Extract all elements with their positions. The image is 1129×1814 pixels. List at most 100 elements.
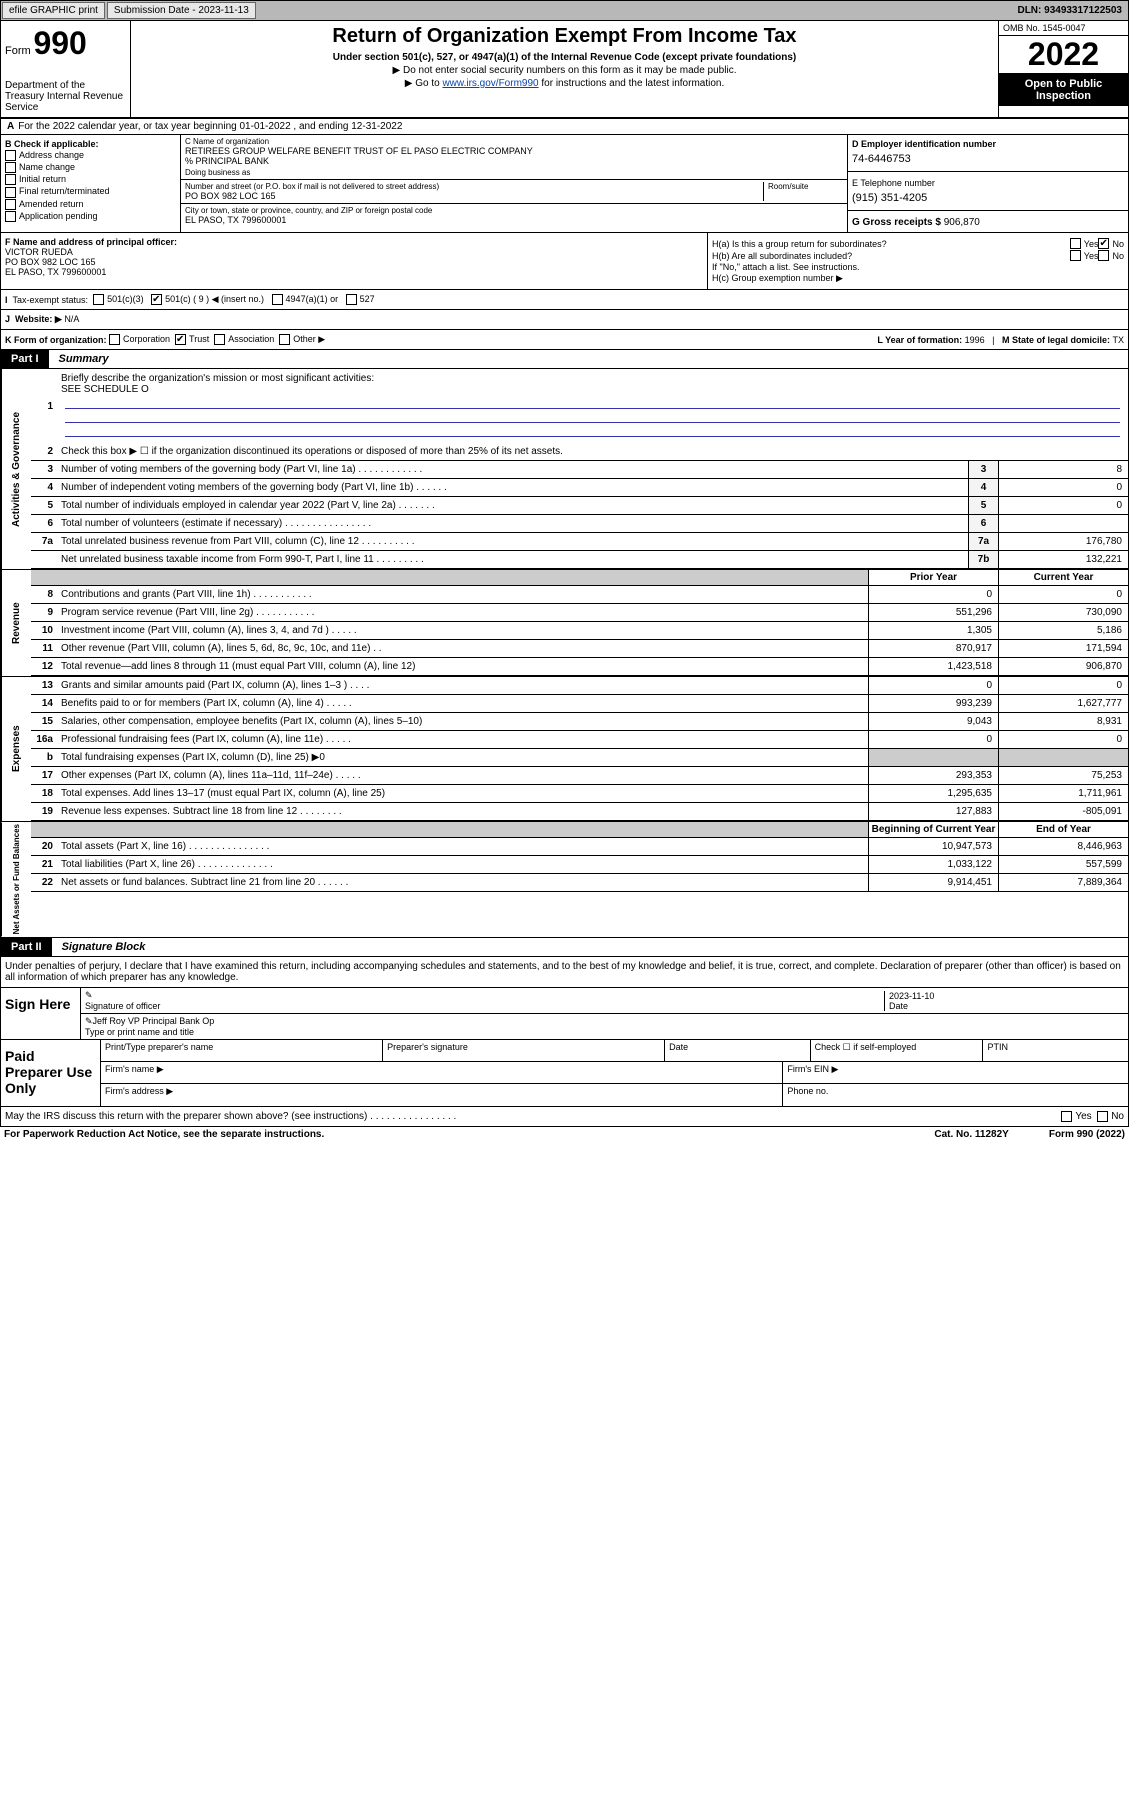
dln-label: DLN: 93493317122503 bbox=[1011, 3, 1128, 18]
signer-name-label: Type or print name and title bbox=[85, 1027, 194, 1037]
part-2-header: Part II Signature Block bbox=[0, 938, 1129, 957]
summary-line: 4Number of independent voting members of… bbox=[31, 479, 1128, 497]
street-label: Number and street (or P.O. box if mail i… bbox=[185, 182, 763, 191]
self-employed-header: Check ☐ if self-employed bbox=[811, 1040, 984, 1061]
subtitle-1: Under section 501(c), 527, or 4947(a)(1)… bbox=[135, 52, 994, 63]
hc-label: H(c) Group exemption number ▶ bbox=[712, 273, 1124, 284]
summary-line: 3Number of voting members of the governi… bbox=[31, 461, 1128, 479]
year-formation: 1996 bbox=[965, 335, 985, 345]
col-d-ein: D Employer identification number 74-6446… bbox=[848, 135, 1128, 232]
subtitle-2: ▶ Do not enter social security numbers o… bbox=[135, 65, 994, 76]
paperwork-footer: For Paperwork Reduction Act Notice, see … bbox=[0, 1127, 1129, 1142]
expenses-label: Expenses bbox=[1, 677, 31, 821]
b-option[interactable]: Final return/terminated bbox=[5, 186, 176, 197]
summary-line: 9Program service revenue (Part VIII, lin… bbox=[31, 604, 1128, 622]
end-year-header: End of Year bbox=[998, 822, 1128, 837]
hb-no-label: No bbox=[1112, 251, 1124, 261]
k-label: K Form of organization: bbox=[5, 335, 107, 345]
expenses-section: Expenses 13Grants and similar amounts pa… bbox=[0, 677, 1129, 822]
irs-discuss-row: May the IRS discuss this return with the… bbox=[0, 1107, 1129, 1127]
b-option[interactable]: Address change bbox=[5, 150, 176, 161]
preparer-name-header: Print/Type preparer's name bbox=[101, 1040, 383, 1061]
form-number: 990 bbox=[33, 25, 86, 61]
firm-ein-label: Firm's EIN ▶ bbox=[783, 1062, 1128, 1083]
line-1-num: 1 bbox=[31, 401, 57, 412]
summary-line: 7aTotal unrelated business revenue from … bbox=[31, 533, 1128, 551]
paperwork-notice: For Paperwork Reduction Act Notice, see … bbox=[4, 1129, 324, 1140]
part-1-title: Summary bbox=[49, 350, 119, 368]
submission-date-button[interactable]: Submission Date - 2023-11-13 bbox=[107, 2, 256, 19]
irs-discuss-question: May the IRS discuss this return with the… bbox=[5, 1111, 456, 1122]
row-fh: F Name and address of principal officer:… bbox=[0, 233, 1129, 290]
tax-status-option[interactable]: 501(c)(3) bbox=[93, 294, 151, 304]
hb-note: If "No," attach a list. See instructions… bbox=[712, 262, 1124, 272]
firm-phone-label: Phone no. bbox=[783, 1084, 1128, 1106]
officer-street: PO BOX 982 LOC 165 bbox=[5, 257, 703, 267]
discuss-no-checkbox[interactable] bbox=[1097, 1111, 1108, 1122]
paid-preparer-label: Paid Preparer Use Only bbox=[1, 1040, 101, 1106]
room-label: Room/suite bbox=[763, 182, 843, 201]
efile-button[interactable]: efile GRAPHIC print bbox=[2, 2, 105, 19]
form-org-option[interactable]: Trust bbox=[175, 334, 214, 344]
col-h-group: H(a) Is this a group return for subordin… bbox=[708, 233, 1128, 289]
dba-label: Doing business as bbox=[185, 168, 843, 177]
state-domicile: TX bbox=[1112, 335, 1124, 345]
governance-label: Activities & Governance bbox=[1, 369, 31, 569]
summary-line: 19Revenue less expenses. Subtract line 1… bbox=[31, 803, 1128, 821]
summary-line: 12Total revenue—add lines 8 through 11 (… bbox=[31, 658, 1128, 676]
sig-date-value: 2023-11-10 bbox=[889, 991, 934, 1001]
city-label: City or town, state or province, country… bbox=[185, 206, 843, 215]
signer-name: Jeff Roy VP Principal Bank Op bbox=[93, 1016, 215, 1026]
ha-yes-checkbox[interactable] bbox=[1070, 238, 1081, 249]
discuss-yes-checkbox[interactable] bbox=[1061, 1111, 1072, 1122]
governance-section: Activities & Governance 1 Briefly descri… bbox=[0, 369, 1129, 570]
section-a: AFor the 2022 calendar year, or tax year… bbox=[0, 118, 1129, 135]
omb-number: OMB No. 1545-0047 bbox=[999, 21, 1128, 36]
form-org-option[interactable]: Association bbox=[214, 334, 279, 344]
summary-line: 14Benefits paid to or for members (Part … bbox=[31, 695, 1128, 713]
b-option[interactable]: Initial return bbox=[5, 174, 176, 185]
begin-year-header: Beginning of Current Year bbox=[868, 822, 998, 837]
hb-no-checkbox[interactable] bbox=[1098, 250, 1109, 261]
form-org-option[interactable]: Corporation bbox=[109, 334, 175, 344]
summary-line: 20Total assets (Part X, line 16) . . . .… bbox=[31, 838, 1128, 856]
officer-city: EL PASO, TX 799600001 bbox=[5, 267, 703, 277]
current-year-header: Current Year bbox=[998, 570, 1128, 585]
summary-line: Net unrelated business taxable income fr… bbox=[31, 551, 1128, 569]
phone-value: (915) 351-4205 bbox=[852, 192, 1124, 204]
revenue-label: Revenue bbox=[1, 570, 31, 676]
b-option[interactable]: Application pending bbox=[5, 211, 176, 222]
cat-number: Cat. No. 11282Y bbox=[934, 1129, 1008, 1140]
subtitle-3: ▶ Go to www.irs.gov/Form990 for instruct… bbox=[135, 78, 994, 89]
f-label: F Name and address of principal officer: bbox=[5, 237, 177, 247]
ha-question: H(a) Is this a group return for subordin… bbox=[712, 239, 1070, 249]
discuss-yes-label: Yes bbox=[1075, 1111, 1091, 1122]
summary-line: 18Total expenses. Add lines 13–17 (must … bbox=[31, 785, 1128, 803]
col-c-org: C Name of organization RETIREES GROUP WE… bbox=[181, 135, 848, 232]
hb-yes-checkbox[interactable] bbox=[1070, 250, 1081, 261]
c-name-label: C Name of organization bbox=[185, 137, 843, 146]
summary-line: 10Investment income (Part VIII, column (… bbox=[31, 622, 1128, 640]
l-label: L Year of formation: bbox=[877, 335, 964, 345]
signature-block: Under penalties of perjury, I declare th… bbox=[0, 957, 1129, 1107]
tax-status-option[interactable]: 527 bbox=[346, 294, 383, 304]
summary-line: 6Total number of volunteers (estimate if… bbox=[31, 515, 1128, 533]
b-option[interactable]: Name change bbox=[5, 162, 176, 173]
b-option[interactable]: Amended return bbox=[5, 199, 176, 210]
ha-no-checkbox[interactable] bbox=[1098, 238, 1109, 249]
tax-status-option[interactable]: 501(c) ( 9 ) ◀ (insert no.) bbox=[151, 294, 271, 304]
summary-line: 8Contributions and grants (Part VIII, li… bbox=[31, 586, 1128, 604]
prior-year-header: Prior Year bbox=[868, 570, 998, 585]
col-f-officer: F Name and address of principal officer:… bbox=[1, 233, 708, 289]
summary-line: 16aProfessional fundraising fees (Part I… bbox=[31, 731, 1128, 749]
dept-treasury: Department of the Treasury Internal Reve… bbox=[5, 80, 126, 113]
tax-year-range: For the 2022 calendar year, or tax year … bbox=[18, 121, 402, 132]
irs-link[interactable]: www.irs.gov/Form990 bbox=[442, 78, 538, 89]
form-footer: Form 990 (2022) bbox=[1049, 1129, 1125, 1140]
revenue-section: Revenue Prior Year Current Year 8Contrib… bbox=[0, 570, 1129, 677]
part-1-header: Part I Summary bbox=[0, 350, 1129, 369]
street-address: PO BOX 982 LOC 165 bbox=[185, 191, 763, 201]
website-value: N/A bbox=[64, 314, 79, 325]
tax-status-option[interactable]: 4947(a)(1) or bbox=[272, 294, 346, 304]
form-org-option[interactable]: Other ▶ bbox=[279, 334, 330, 344]
